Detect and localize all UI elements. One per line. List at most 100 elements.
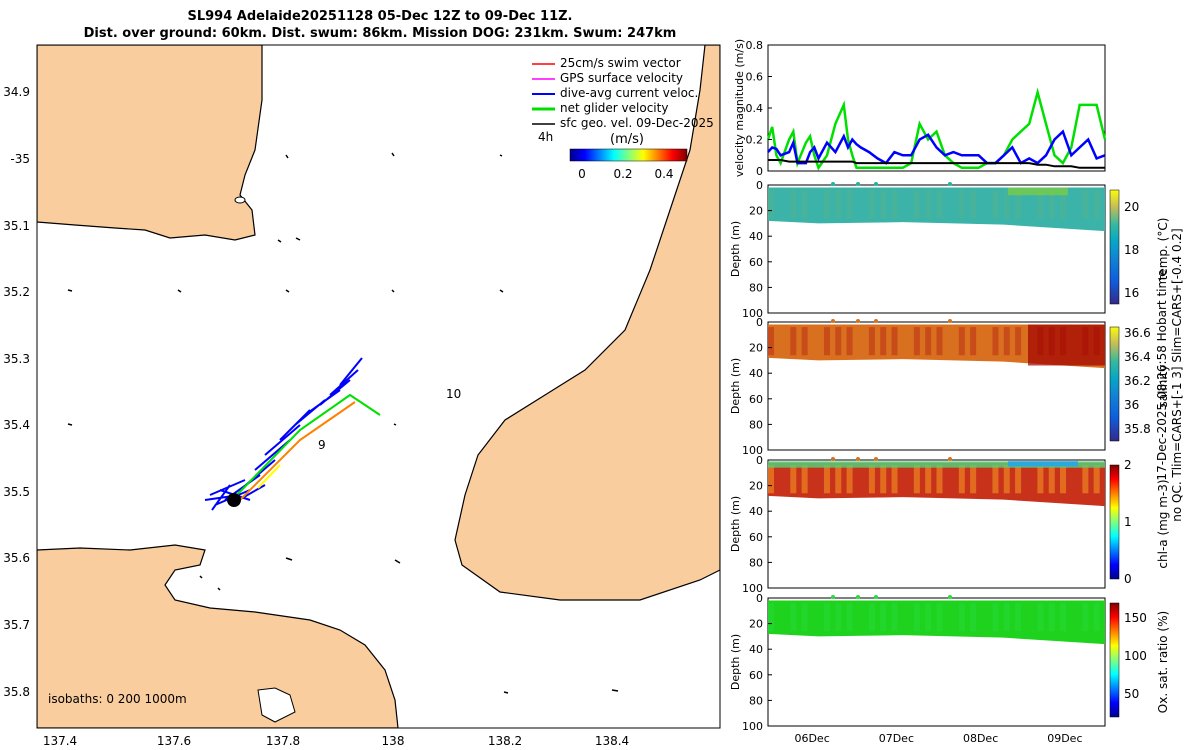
- land-yorke-peninsula: [37, 45, 263, 241]
- section-y-tick: 60: [749, 531, 763, 544]
- legend-label: dive-avg current veloc.: [560, 86, 698, 100]
- surfacing-marker: [874, 595, 878, 599]
- depth-section-panel: 0 20 40 60 80 100 Depth (m) 16 18 20 temp. (°C): [729, 179, 1170, 320]
- section-variation: [970, 327, 977, 356]
- map-x-tick: 138.2: [488, 734, 522, 748]
- section-variation: [1060, 190, 1067, 219]
- section-variation: [913, 603, 920, 632]
- surfacing-marker: [856, 182, 860, 186]
- velocity-y-tick: 0.4: [746, 102, 764, 115]
- section-variation: [1093, 190, 1100, 219]
- section-variation: [801, 465, 808, 494]
- legend-label: GPS surface velocity: [560, 71, 683, 85]
- section-variation: [936, 465, 943, 494]
- surfacing-marker: [874, 319, 878, 323]
- colorbar-tick: 36.6: [1124, 326, 1151, 340]
- section-variation: [970, 603, 977, 632]
- section-variation: [835, 190, 842, 219]
- velocity-y-tick: 0.8: [746, 39, 764, 52]
- date-tick-label: 09Dec: [1047, 732, 1082, 745]
- colorbar-label: temp. (°C): [1156, 218, 1170, 281]
- section-variation: [880, 327, 887, 356]
- colorbar-tick: 36: [1124, 398, 1139, 412]
- colorbar-tick: 16: [1124, 286, 1139, 300]
- section-variation: [1048, 190, 1055, 219]
- velocity-y-tick: 0.2: [746, 134, 764, 147]
- colorbar-tick: 18: [1124, 243, 1139, 257]
- section-y-tick: 20: [749, 342, 763, 355]
- section-y-tick: 80: [749, 281, 763, 294]
- date-tick-label: 07Dec: [879, 732, 914, 745]
- section-y-tick: 20: [749, 480, 763, 493]
- section-y-tick: 60: [749, 393, 763, 406]
- section-y-tick: 100: [742, 444, 763, 457]
- map-y-tick: 35.5: [3, 485, 30, 499]
- map-y-tick: -35: [10, 152, 30, 166]
- section-variation: [1015, 327, 1022, 356]
- colorbar-tick: 36.2: [1124, 374, 1151, 388]
- section-variation: [801, 327, 808, 356]
- surfacing-marker: [831, 595, 835, 599]
- surfacing-marker: [856, 319, 860, 323]
- section-variation: [1037, 465, 1044, 494]
- section-colorbar: [1109, 189, 1120, 305]
- map-y-tick: 35.4: [3, 418, 30, 432]
- section-variation: [768, 327, 774, 356]
- track-highlight: [257, 464, 281, 489]
- section-variation: [1060, 603, 1067, 632]
- section-variation: [868, 190, 875, 219]
- section-data-band: [768, 187, 1105, 232]
- map-x-tick: 137.8: [266, 734, 300, 748]
- section-colorbar: [1109, 602, 1120, 718]
- section-surface-layer: [768, 461, 1105, 468]
- colorbar-tick: 36.4: [1124, 350, 1151, 364]
- section-y-tick: 60: [749, 669, 763, 682]
- surfacing-marker: [948, 319, 952, 323]
- surfacing-marker: [948, 595, 952, 599]
- net-glider-track: [231, 393, 381, 501]
- map-y-tick: 35.7: [3, 618, 30, 632]
- section-variation: [801, 190, 808, 219]
- section-variation: [868, 603, 875, 632]
- surfacing-marker: [874, 182, 878, 186]
- section-variation: [1082, 465, 1089, 494]
- map-y-tick: 35.2: [3, 285, 30, 299]
- speed-colorbar: [569, 148, 688, 162]
- section-variation: [936, 190, 943, 219]
- section-y-tick: 0: [756, 316, 763, 329]
- surfacing-marker: [831, 319, 835, 323]
- section-y-tick: 0: [756, 454, 763, 467]
- map-frame: [36, 44, 721, 729]
- section-variation: [913, 465, 920, 494]
- section-variation: [958, 465, 965, 494]
- surfacing-marker: [948, 457, 952, 461]
- section-variation: [992, 465, 999, 494]
- section-variation: [790, 190, 797, 219]
- map-x-axis: 137.4 137.6 137.8 138 138.2 138.4: [43, 734, 629, 748]
- section-variation: [1003, 327, 1010, 356]
- section-variation: [992, 603, 999, 632]
- map-legend: 25cm/s swim vector GPS surface velocity …: [532, 56, 714, 181]
- section-y-tick: 100: [742, 582, 763, 595]
- map-x-tick: 137.6: [157, 734, 191, 748]
- legend-label: 25cm/s swim vector: [560, 56, 681, 70]
- day-label-9: 9: [318, 438, 326, 452]
- section-y-tick: 0: [756, 592, 763, 605]
- colorbar-tick: 20: [1124, 200, 1139, 214]
- colorbar-tick: 0.4: [654, 167, 673, 181]
- section-variation: [768, 603, 774, 632]
- section-y-tick: 40: [749, 505, 763, 518]
- colorbar-unit: (m/s): [610, 132, 644, 147]
- map-y-tick: 35.8: [3, 685, 30, 699]
- swim-vector-track: [234, 401, 356, 506]
- section-y-tick: 40: [749, 230, 763, 243]
- section-y-tick: 20: [749, 618, 763, 631]
- section-y-tick: 40: [749, 643, 763, 656]
- section-colorbar: [1109, 464, 1120, 580]
- map-x-tick: 138: [382, 734, 405, 748]
- section-variation: [1048, 603, 1055, 632]
- section-variation: [880, 190, 887, 219]
- depth-section-panel: 0 20 40 60 80 100 Depth (m) 0 1 2 chl-a (mg m-3): [729, 454, 1170, 595]
- section-variation: [1037, 603, 1044, 632]
